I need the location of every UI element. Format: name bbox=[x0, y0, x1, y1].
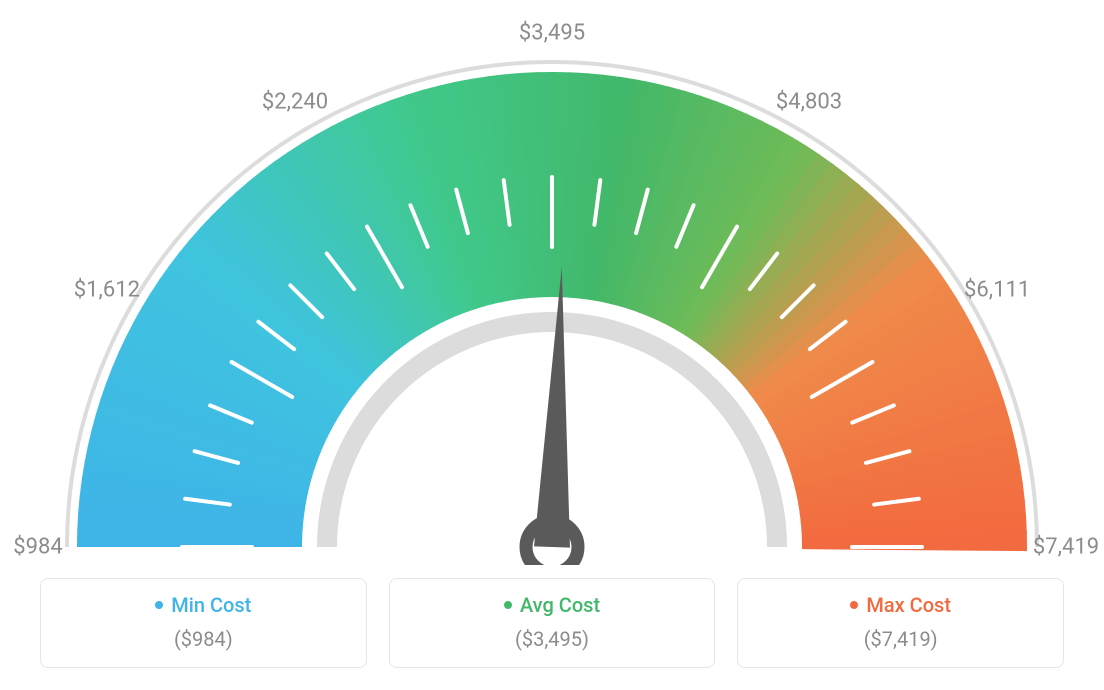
dot-icon bbox=[155, 601, 163, 609]
gauge-tick-label: $2,240 bbox=[262, 89, 328, 114]
gauge-svg bbox=[0, 0, 1104, 565]
legend-card-min: Min Cost ($984) bbox=[40, 578, 367, 668]
legend-row: Min Cost ($984) Avg Cost ($3,495) Max Co… bbox=[40, 578, 1064, 668]
legend-value-avg: ($3,495) bbox=[400, 627, 705, 651]
legend-label: Min Cost bbox=[171, 593, 251, 617]
legend-title-avg: Avg Cost bbox=[504, 593, 600, 617]
cost-gauge-widget: $984 $1,612 $2,240 $3,495 $4,803 $6,111 $7,419… bbox=[0, 0, 1104, 690]
gauge-tick-label: $984 bbox=[13, 535, 62, 560]
legend-card-max: Max Cost ($7,419) bbox=[737, 578, 1064, 668]
dot-icon bbox=[504, 601, 512, 609]
gauge-tick-label: $3,495 bbox=[519, 21, 585, 46]
legend-value-min: ($984) bbox=[51, 627, 356, 651]
legend-card-avg: Avg Cost ($3,495) bbox=[389, 578, 716, 668]
legend-title-min: Min Cost bbox=[155, 593, 251, 617]
gauge-tick-label: $6,111 bbox=[964, 278, 1030, 303]
gauge-tick-label: $4,803 bbox=[776, 89, 842, 114]
gauge-area: $984 $1,612 $2,240 $3,495 $4,803 $6,111 $7,419 bbox=[0, 0, 1104, 565]
dot-icon bbox=[850, 601, 858, 609]
gauge-tick-label: $7,419 bbox=[1033, 535, 1099, 560]
legend-label: Max Cost bbox=[866, 593, 951, 617]
legend-title-max: Max Cost bbox=[850, 593, 951, 617]
legend-value-max: ($7,419) bbox=[748, 627, 1053, 651]
legend-label: Avg Cost bbox=[520, 593, 600, 617]
gauge-tick-label: $1,612 bbox=[74, 278, 140, 303]
